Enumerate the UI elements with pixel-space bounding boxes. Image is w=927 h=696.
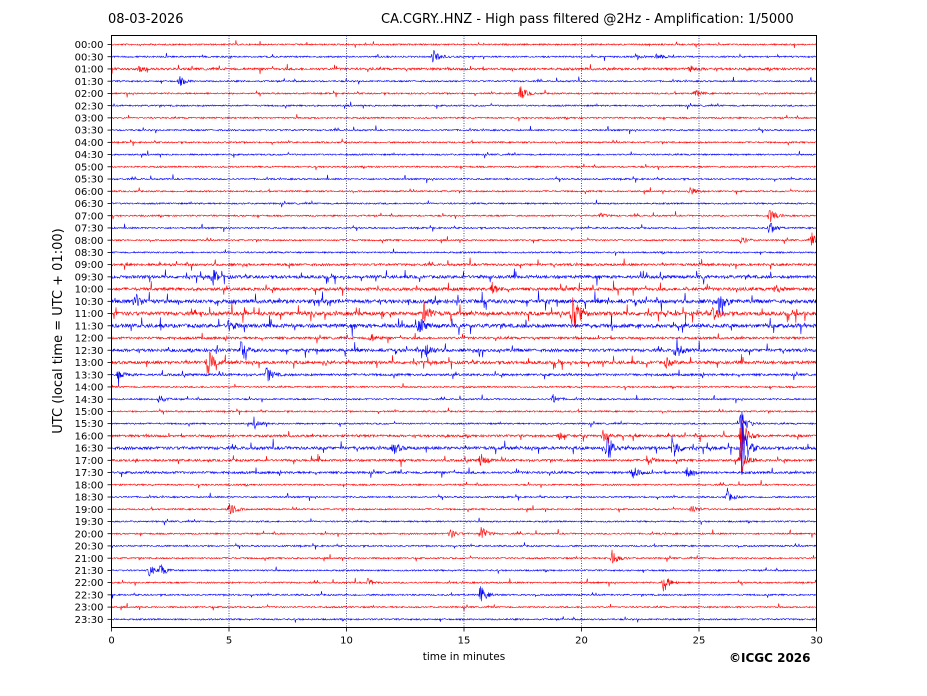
y-tick-label: 15:30	[75, 419, 104, 430]
y-tick-label: 21:30	[75, 566, 104, 577]
x-tick-layer: 0 5 10 15 20 25 30	[108, 627, 823, 647]
trace-row-0830	[111, 248, 817, 256]
y-tick-label: 00:00	[75, 40, 104, 51]
trace-row-0300	[111, 114, 817, 122]
y-tick-label: 11:00	[75, 309, 104, 320]
x-tick-label: 5	[226, 636, 232, 647]
trace-row-2300	[111, 603, 817, 611]
trace-row-0900	[111, 257, 817, 271]
y-tick-label: 20:30	[75, 542, 104, 553]
y-tick-label: 14:30	[75, 395, 104, 406]
y-axis-label: UTC (local time = UTC + 01:00)	[51, 228, 66, 433]
y-tick-label: 07:30	[75, 224, 104, 235]
y-tick-label: 03:00	[75, 113, 104, 124]
y-tick-label: 18:00	[75, 480, 104, 491]
y-tick-label: 12:30	[75, 346, 104, 357]
trace-row-1830	[111, 487, 817, 502]
y-tick-label: 22:30	[75, 590, 104, 601]
trace-row-0400	[111, 138, 817, 146]
y-tick-label: 00:30	[75, 52, 104, 63]
trace-row-2200	[111, 577, 817, 592]
trace-row-0930	[111, 268, 817, 286]
trace-row-1300	[111, 351, 817, 374]
y-tick-label: 18:30	[75, 493, 104, 504]
y-tick-label: 15:00	[75, 407, 104, 418]
y-tick-label: 08:00	[75, 236, 104, 247]
y-tick-label: 06:30	[75, 199, 104, 210]
y-tick-label: 21:00	[75, 554, 104, 565]
gridline-layer	[228, 35, 700, 628]
x-tick-label: 25	[693, 636, 706, 647]
trace-row-0100	[111, 63, 817, 75]
y-tick-label: 14:00	[75, 383, 104, 394]
trace-row-0430	[111, 150, 817, 159]
y-tick-label: 22:00	[75, 578, 104, 589]
trace-row-0800	[111, 232, 817, 246]
trace-row-1730	[111, 467, 817, 479]
trace-row-1400	[111, 383, 817, 391]
y-tick-label: 02:00	[75, 89, 104, 100]
y-tick-label: 19:00	[75, 505, 104, 516]
y-tick-label: 16:00	[75, 431, 104, 442]
y-tick-label: 01:00	[75, 65, 104, 76]
trace-row-1800	[111, 480, 817, 489]
y-tick-label: 10:30	[75, 297, 104, 308]
y-tick-label: 19:30	[75, 517, 104, 528]
y-tick-label: 16:30	[75, 444, 104, 455]
y-tick-label: 07:00	[75, 211, 104, 222]
y-tick-label: 10:00	[75, 285, 104, 296]
y-tick-label: 20:00	[75, 529, 104, 540]
y-tick-label: 04:00	[75, 138, 104, 149]
y-tick-label: 23:00	[75, 603, 104, 614]
y-tick-label: 02:30	[75, 101, 104, 112]
y-tick-label: 12:00	[75, 334, 104, 345]
trace-row-0500	[111, 163, 817, 171]
y-tick-label: 05:30	[75, 175, 104, 186]
y-tick-label: 23:30	[75, 615, 104, 626]
chart-title: CA.CGRY..HNZ - High pass filtered @2Hz -…	[381, 12, 794, 27]
x-tick-label: 20	[575, 636, 588, 647]
y-tick-label: 05:00	[75, 162, 104, 173]
y-tick-label: 09:00	[75, 260, 104, 271]
x-tick-label: 15	[458, 636, 471, 647]
y-tick-label: 17:30	[75, 468, 104, 479]
x-axis-label: time in minutes	[423, 651, 505, 663]
trace-row-0330	[111, 125, 817, 135]
trace-row-1230	[111, 337, 817, 361]
trace-row-2330	[111, 616, 817, 623]
date-label: 08-03-2026	[108, 12, 184, 27]
y-tick-label: 13:00	[75, 358, 104, 369]
y-tick-label: 04:30	[75, 150, 104, 161]
trace-row-0230	[111, 101, 817, 110]
x-tick-label: 10	[340, 636, 353, 647]
trace-row-1030	[111, 290, 817, 316]
y-tick-label: 08:30	[75, 248, 104, 259]
y-tick-label: 13:30	[75, 370, 104, 381]
copyright-label: ©ICGC 2026	[729, 651, 811, 665]
y-tick-label: 17:00	[75, 456, 104, 467]
y-tick-label: 11:30	[75, 321, 104, 332]
y-tick-label: 03:30	[75, 126, 104, 137]
y-tick-label: 01:30	[75, 77, 104, 88]
x-tick-label: 0	[108, 636, 114, 647]
trace-row-1330	[111, 367, 817, 387]
y-tick-label: 09:30	[75, 272, 104, 283]
x-tick-label: 30	[810, 636, 823, 647]
y-tick-label: 06:00	[75, 187, 104, 198]
trace-row-2230	[111, 586, 817, 602]
